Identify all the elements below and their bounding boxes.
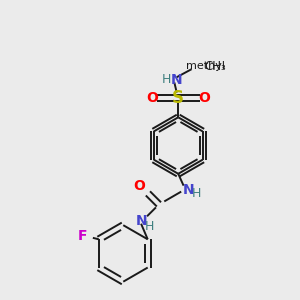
Text: N: N	[135, 214, 147, 228]
Text: H: H	[162, 73, 171, 86]
Text: O: O	[146, 91, 158, 105]
Text: CH₃: CH₃	[204, 60, 226, 73]
Text: N: N	[183, 183, 194, 197]
Text: H: H	[144, 220, 154, 233]
Text: N: N	[170, 73, 182, 87]
Text: F: F	[78, 229, 87, 243]
Text: O: O	[134, 179, 146, 193]
Text: H: H	[191, 187, 201, 200]
Text: S: S	[172, 89, 184, 107]
Text: O: O	[199, 91, 210, 105]
Text: methyl: methyl	[186, 61, 225, 71]
